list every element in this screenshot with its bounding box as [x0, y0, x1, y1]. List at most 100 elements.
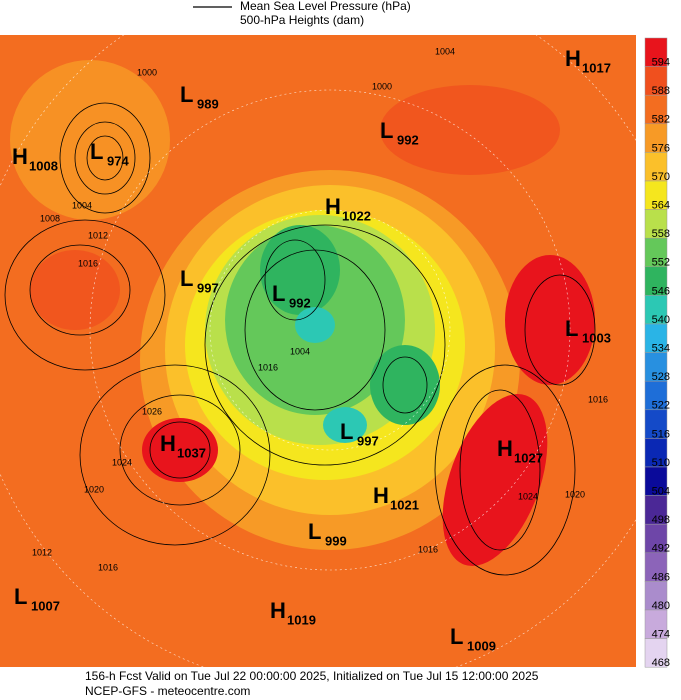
colorbar-label: 498	[652, 514, 670, 526]
center-letter: L	[272, 281, 285, 306]
colorbar-label: 582	[652, 114, 670, 126]
colorbar-label: 588	[652, 85, 670, 97]
center-letter: H	[325, 194, 341, 219]
pressure-center: H 1022	[325, 194, 371, 224]
height-region	[30, 250, 120, 330]
center-value: 992	[397, 132, 419, 147]
colorbar-label: 576	[652, 142, 670, 154]
colorbar-label: 480	[652, 600, 670, 612]
center-letter: L	[380, 118, 393, 143]
colorbar: 594 588 582 576 570 564 558 552 546 540 534 528 522 5…	[644, 37, 670, 669]
height-region	[142, 418, 218, 482]
colorbar-label: 528	[652, 371, 670, 383]
center-value: 1007	[31, 598, 60, 613]
isobars	[4, 102, 596, 576]
colorbar-label: 486	[652, 571, 670, 583]
height-region	[295, 307, 335, 343]
colorbar-label: 558	[652, 228, 670, 240]
center-letter: H	[12, 144, 28, 169]
isobar-label: 1012	[32, 547, 52, 557]
height-region	[323, 407, 367, 443]
center-letter: L	[565, 316, 578, 341]
colorbar-label: 468	[652, 657, 670, 669]
center-value: 992	[289, 295, 311, 310]
pressure-center: L 989	[180, 82, 219, 112]
colorbar-label: 510	[652, 457, 670, 469]
center-value: 1003	[582, 330, 611, 345]
center-value: 1027	[514, 450, 543, 465]
isobar-label: 1000	[372, 81, 392, 91]
legend-label: Mean Sea Level Pressure (hPa)	[240, 0, 411, 13]
isobar-label: 1004	[290, 346, 310, 356]
colorbar-label: 552	[652, 257, 670, 269]
center-value: 997	[357, 433, 379, 448]
isobar-label: 1026	[142, 406, 162, 416]
center-letter: H	[160, 431, 176, 456]
center-letter: H	[565, 46, 581, 71]
colorbar-label: 594	[652, 57, 670, 69]
isobar-label: 1004	[435, 46, 455, 56]
height-region	[370, 345, 440, 425]
isobar-label: 1008	[40, 213, 60, 223]
center-letter: L	[90, 139, 103, 164]
pressure-center: H 1008	[12, 144, 58, 174]
center-letter: L	[308, 519, 321, 544]
center-letter: L	[340, 419, 353, 444]
colorbar-label: 570	[652, 171, 670, 183]
colorbar-label: 540	[652, 314, 670, 326]
center-value: 1037	[177, 445, 206, 460]
isobar-label: 1016	[258, 362, 278, 372]
footer-text: NCEP-GFS - meteocentre.com	[85, 684, 250, 698]
pressure-center: L 997	[180, 266, 219, 296]
pressure-center: L 997	[340, 419, 379, 449]
height-region	[442, 394, 548, 566]
center-value: 989	[197, 96, 219, 111]
colorbar-label: 534	[652, 343, 670, 355]
pressure-center: H 1027	[497, 436, 543, 466]
center-letter: H	[497, 436, 513, 461]
center-value: 1009	[467, 638, 496, 653]
colorbar-swatch	[644, 638, 668, 668]
pressure-center: L 1009	[450, 624, 496, 654]
center-letter: L	[450, 624, 463, 649]
pressure-center: H 1017	[565, 46, 611, 76]
isobar-label: 1024	[112, 457, 132, 467]
pressure-center: H 1021	[373, 483, 419, 513]
legend-label: 500-hPa Heights (dam)	[240, 13, 364, 27]
colorbar-label: 504	[652, 486, 670, 498]
height-region	[505, 255, 595, 385]
colorbar-label: 492	[652, 543, 670, 555]
colorbar-label: 564	[652, 200, 670, 212]
isobar-label: 1016	[98, 562, 118, 572]
colorbar-label: 474	[652, 629, 670, 641]
height-region	[380, 85, 560, 175]
pressure-center: L 992	[380, 118, 419, 148]
isobar-label: 1016	[418, 544, 438, 554]
isobar-label: 1016	[588, 394, 608, 404]
center-value: 1019	[287, 612, 316, 627]
isobar-label: 1012	[88, 230, 108, 240]
isobar-label: 1004	[72, 200, 92, 210]
pressure-center: L 992	[272, 281, 311, 311]
center-letter: L	[180, 82, 193, 107]
footer-text: 156-h Fcst Valid on Tue Jul 22 00:00:00 …	[85, 669, 539, 683]
center-letter: L	[180, 266, 193, 291]
center-value: 997	[197, 280, 219, 295]
pressure-center: L 1007	[14, 584, 60, 614]
center-letter: H	[373, 483, 389, 508]
isobar-label: 1020	[84, 484, 104, 494]
height-region	[260, 225, 340, 315]
center-value: 1021	[390, 497, 419, 512]
pressure-center: L 999	[308, 519, 347, 549]
center-value: 974	[107, 153, 129, 168]
pressure-center: L 974	[90, 139, 129, 169]
center-value: 1022	[342, 208, 371, 223]
pressure-center: H 1037	[160, 431, 206, 461]
isobar-label: 1000	[137, 67, 157, 77]
height-region	[10, 60, 170, 220]
center-value: 999	[325, 533, 347, 548]
pressure-center: L 1003	[565, 316, 611, 346]
